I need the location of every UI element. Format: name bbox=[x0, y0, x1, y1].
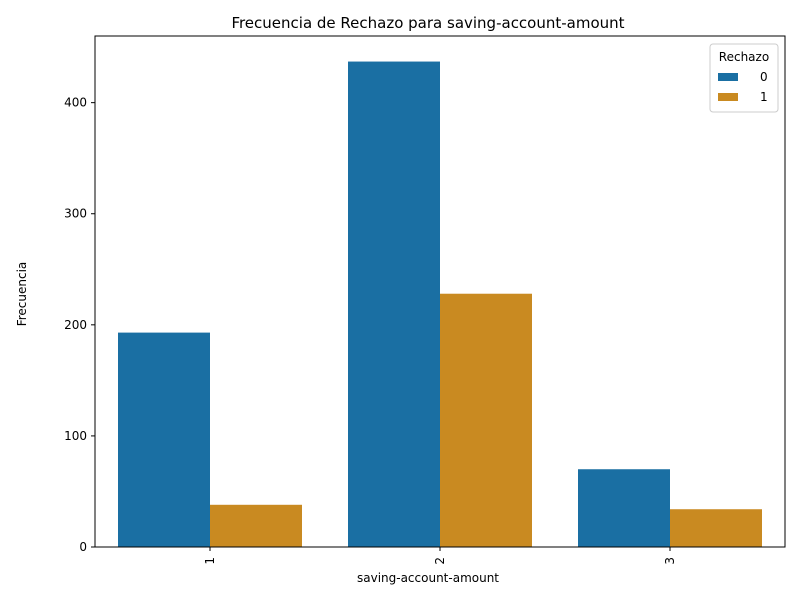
y-tick-label: 300 bbox=[64, 207, 87, 221]
x-tick-label: 2 bbox=[433, 557, 447, 565]
legend-label-0: 0 bbox=[760, 70, 768, 84]
bar-series-1-cat-1 bbox=[210, 504, 302, 547]
bar-series-1-cat-2 bbox=[440, 293, 532, 547]
y-tick-label: 0 bbox=[79, 540, 87, 554]
legend-swatch-1 bbox=[718, 93, 738, 101]
legend-title: Rechazo bbox=[719, 50, 769, 64]
bar-series-0-cat-1 bbox=[118, 332, 210, 547]
bar-series-1-cat-3 bbox=[670, 509, 762, 547]
bar-series-0-cat-2 bbox=[348, 61, 440, 548]
x-tick-label: 1 bbox=[203, 557, 217, 565]
chart-title: Frecuencia de Rechazo para saving-accoun… bbox=[231, 14, 624, 32]
x-tick-label: 3 bbox=[663, 557, 677, 565]
y-tick-label: 100 bbox=[64, 429, 87, 443]
y-tick-label: 400 bbox=[64, 96, 87, 110]
legend: Rechazo 0 1 bbox=[709, 43, 779, 113]
y-tick-label: 200 bbox=[64, 318, 87, 332]
legend-swatch-0 bbox=[718, 73, 738, 81]
x-axis-label: saving-account-amount bbox=[357, 571, 499, 585]
legend-label-1: 1 bbox=[760, 90, 768, 104]
bar-series-0-cat-3 bbox=[578, 469, 670, 547]
y-axis-label: Frecuencia bbox=[15, 262, 29, 327]
plot-area: 0 100 200 300 400 1 2 3 bbox=[64, 35, 786, 565]
